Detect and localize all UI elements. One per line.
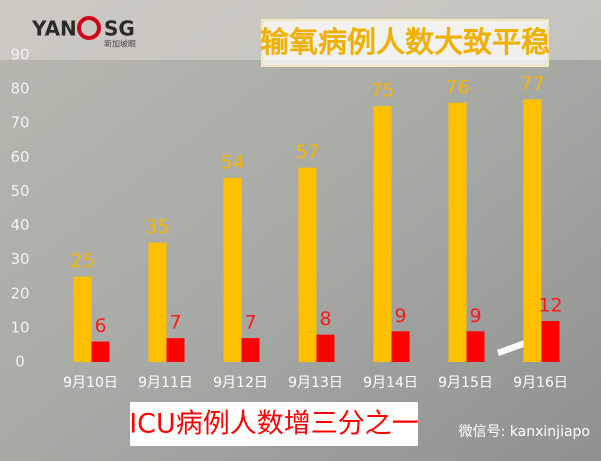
bar — [223, 177, 242, 362]
y-tick-label: 80 — [10, 80, 29, 98]
bar — [541, 321, 560, 362]
bar — [391, 331, 410, 362]
y-tick-label: 30 — [10, 250, 29, 268]
bar — [448, 102, 467, 362]
value-label: 57 — [295, 141, 319, 163]
y-tick-label: 20 — [10, 284, 29, 302]
brand-right: SG — [104, 17, 135, 41]
bar — [166, 338, 185, 362]
bar — [316, 334, 335, 362]
value-label: 25 — [70, 250, 94, 272]
x-tick-label: 9月11日 — [138, 375, 193, 391]
bar — [91, 341, 110, 362]
y-tick-label: 40 — [10, 216, 29, 234]
value-label: 35 — [145, 216, 169, 238]
x-tick-label: 9月10日 — [63, 375, 118, 391]
subtitle-box — [130, 402, 418, 446]
value-label: 7 — [244, 312, 256, 334]
y-tick-label: 10 — [10, 318, 29, 336]
bar — [73, 276, 92, 362]
y-tick-label: 90 — [10, 46, 29, 64]
plot: 0 10 20 30 40 50 60 70 80 90 9月10日 25 6 9月11日 35 7 9月12日… — [10, 46, 567, 392]
value-label: 8 — [319, 308, 331, 330]
watermark: 微信号: kanxinjiapo — [459, 424, 590, 440]
x-tick-label: 9月15日 — [438, 375, 493, 391]
x-tick-label: 9月16日 — [513, 375, 568, 391]
y-tick-label: 60 — [10, 148, 29, 166]
value-label: 7 — [169, 312, 181, 334]
bar — [298, 167, 317, 362]
y-tick-label: 50 — [10, 182, 29, 200]
y-tick-label: 0 — [15, 353, 25, 371]
brand-icon — [77, 16, 101, 40]
chart-title: 输氧病例人数大致平稳 — [260, 25, 550, 59]
brand-sub: 新加坡眼 — [104, 39, 136, 49]
title-box — [261, 19, 549, 67]
bar — [523, 99, 542, 362]
value-label: 9 — [469, 305, 481, 327]
bar — [148, 242, 167, 362]
y-tick-label: 70 — [10, 114, 29, 132]
bar — [241, 338, 260, 362]
bar — [466, 331, 485, 362]
x-tick-label: 9月14日 — [363, 375, 418, 391]
value-label: 6 — [94, 315, 106, 337]
value-label: 54 — [220, 151, 244, 173]
value-label: 76 — [445, 76, 469, 98]
chart-subtitle: ICU病例人数增三分之一 — [129, 409, 419, 440]
x-tick-label: 9月13日 — [288, 375, 343, 391]
bar — [373, 106, 392, 363]
x-tick-label: 9月12日 — [213, 375, 268, 391]
value-label: 77 — [520, 73, 544, 95]
value-label: 75 — [370, 80, 394, 102]
value-label: 9 — [394, 305, 406, 327]
value-label: 12 — [538, 295, 562, 317]
brand-left: YAN — [31, 17, 77, 41]
